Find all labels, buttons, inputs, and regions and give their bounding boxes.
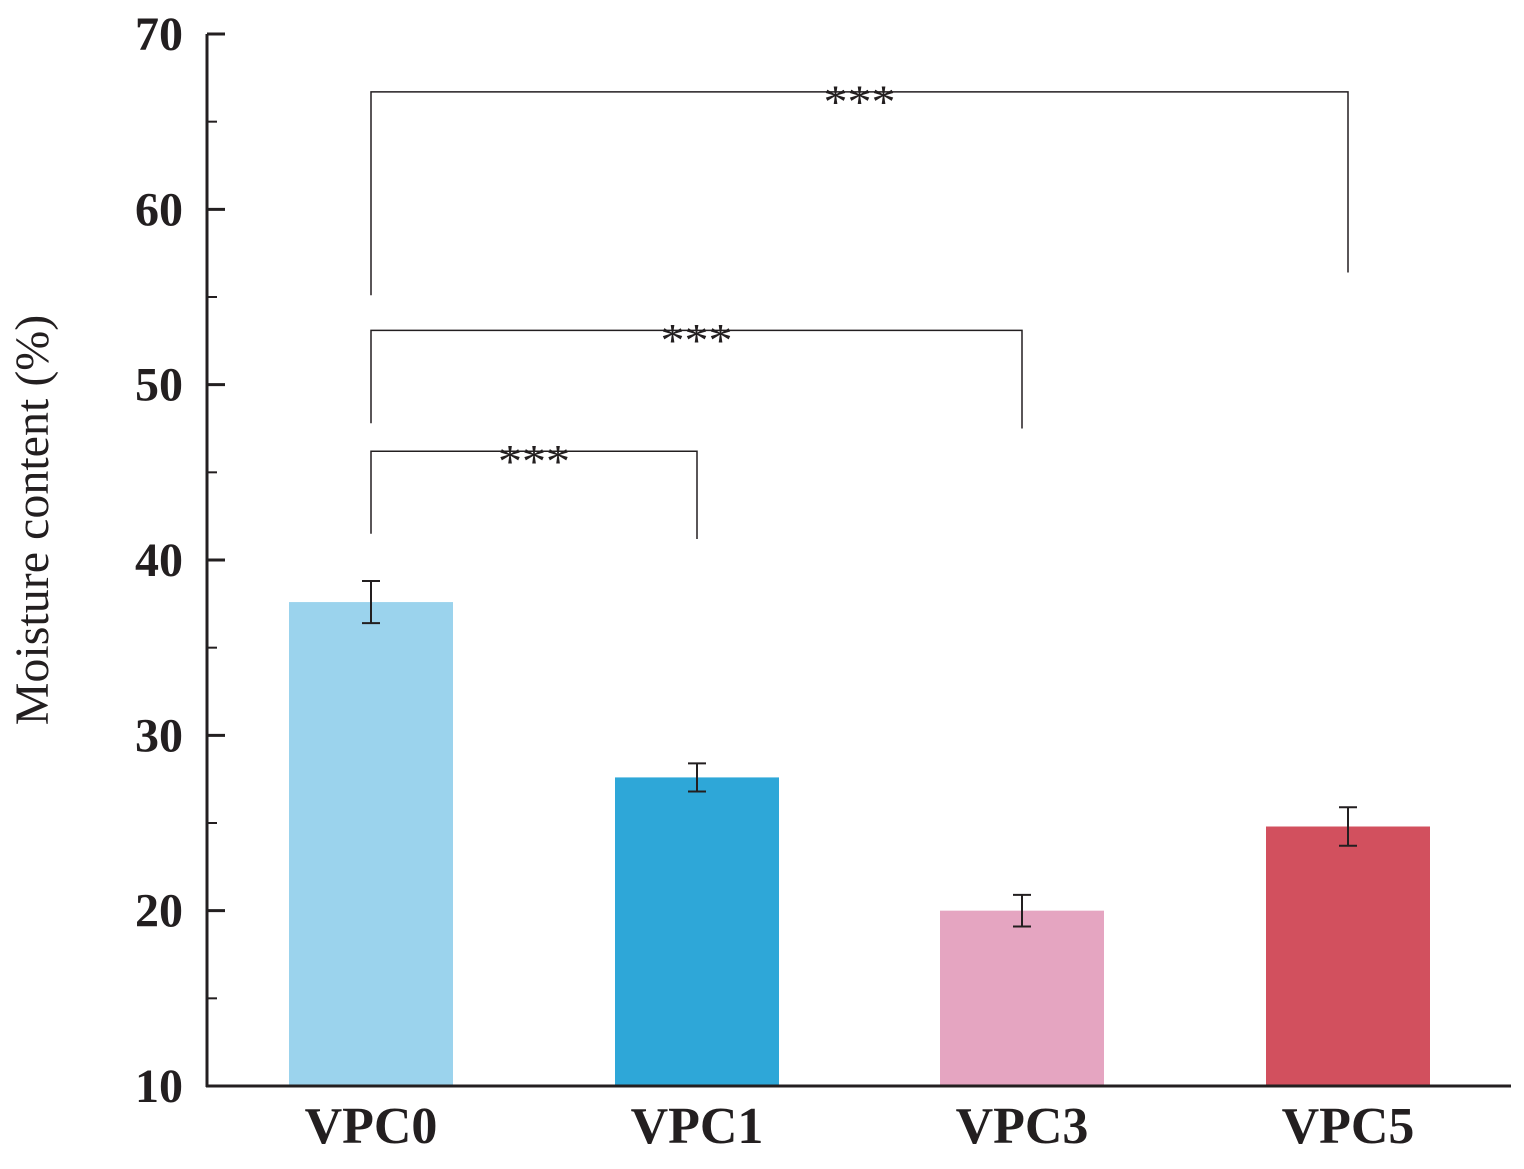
y-tick-label: 50 [135,359,183,412]
significance-bracket-3 [370,91,1349,296]
significance-bracket-1 [370,450,698,539]
x-tick-label-vpc3: VPC3 [956,1098,1089,1155]
significance-label-1: *** [498,435,570,488]
significance-label-3: *** [824,76,896,129]
y-tick-label: 60 [135,183,183,236]
y-tick-label: 70 [135,8,183,61]
y-tick-label: 40 [135,534,183,587]
bar-vpc5 [1266,826,1430,1085]
significance-bracket-2 [370,329,1023,429]
x-tick-label-vpc1: VPC1 [631,1098,764,1155]
significance-brackets: *** *** *** [370,76,1349,539]
bar-vpc3 [940,910,1104,1085]
y-tick-label: 30 [135,709,183,762]
significance-label-2: *** [661,314,733,367]
y-tick-label: 20 [135,885,183,938]
y-tick-label: 10 [135,1060,183,1113]
axes: 10 20 30 40 50 60 70 VPC0 VPC1 VPC3 VPC5 [135,8,1511,1155]
bar-vpc0 [289,602,453,1085]
bars [289,602,1430,1085]
y-axis-title: Moisture content (%) [6,315,59,726]
x-tick-label-vpc0: VPC0 [305,1098,438,1155]
x-tick-label-vpc5: VPC5 [1282,1098,1415,1155]
bar-vpc1 [615,777,779,1085]
error-bars [362,580,1357,928]
